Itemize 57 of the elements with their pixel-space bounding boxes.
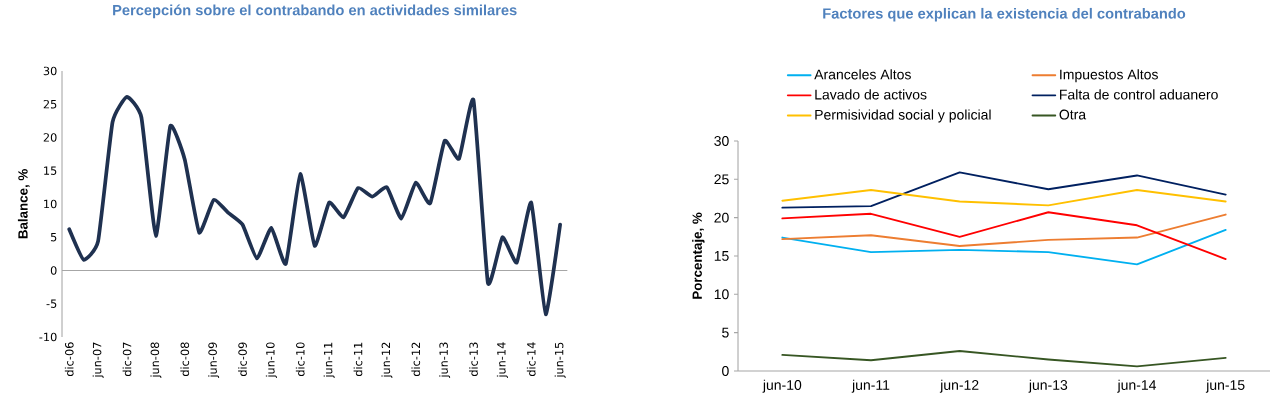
- x-tick-label: jun-11: [323, 342, 335, 378]
- line-series: [67, 95, 562, 317]
- y-tick-label: 15: [714, 251, 729, 261]
- legend-label: Permisividad social y policial: [815, 109, 991, 123]
- x-tick-label: dic-14: [526, 342, 536, 377]
- x-tick-label: jun-15: [1205, 379, 1245, 393]
- x-tick-label: jun-15: [554, 342, 566, 378]
- y-tick-label: 15: [44, 166, 57, 175]
- legend-label: Lavado de activos: [815, 89, 927, 100]
- line-series: [781, 350, 1227, 368]
- x-tick-label: jun-14: [1117, 379, 1157, 393]
- chart-title: Percepción sobre el contrabando en actividades similares: [113, 4, 517, 19]
- x-tick-label: jun-13: [439, 342, 451, 378]
- y-tick-label: 0: [722, 366, 729, 376]
- x-tick-label: jun-07: [92, 342, 104, 378]
- y-tick-label: 30: [43, 66, 57, 76]
- y-tick-label: 5: [50, 233, 57, 242]
- y-tick-label: 25: [714, 174, 729, 185]
- x-tick-label: jun-09: [208, 342, 220, 378]
- x-tick-label: dic-11: [353, 342, 363, 377]
- y-tick-label: -10: [39, 332, 57, 342]
- x-tick-label: dic-08: [180, 342, 190, 377]
- x-tick-label: jun-13: [1028, 379, 1068, 393]
- y-tick-label: 10: [714, 289, 729, 300]
- legend-label: Impuestos Altos: [1060, 69, 1158, 83]
- y-tick-label: 20: [43, 133, 57, 142]
- y-tick-label: 10: [44, 199, 57, 209]
- x-tick-label: jun-10: [265, 342, 277, 378]
- line-series: [781, 228, 1227, 266]
- y-tick-label: 25: [43, 99, 57, 109]
- y-tick-label: 0: [50, 266, 57, 275]
- y-axis-title: Balance, %: [17, 169, 30, 239]
- line-series: [781, 171, 1227, 209]
- x-tick-label: dic-09: [238, 342, 247, 377]
- x-tick-label: dic-07: [122, 342, 132, 377]
- x-tick-label: dic-13: [469, 342, 478, 377]
- legend-label: Aranceles Altos: [814, 69, 911, 80]
- x-tick-label: jun-12: [939, 379, 979, 393]
- x-tick-label: dic-06: [64, 342, 74, 377]
- legend-label: Otra: [1059, 109, 1087, 120]
- y-axis-title: Porcentaje, %: [692, 212, 705, 299]
- y-tick-label: 5: [722, 327, 729, 338]
- y-tick-label: 20: [714, 212, 729, 223]
- x-tick-label: jun-11: [851, 379, 890, 393]
- x-tick-label: jun-14: [496, 342, 508, 378]
- x-tick-label: jun-08: [150, 342, 162, 378]
- y-tick-label: 30: [714, 136, 729, 146]
- line-series: [781, 189, 1227, 207]
- chart-title: Factores que explican la existencia del contrabando: [823, 7, 1186, 22]
- x-tick-label: dic-12: [411, 342, 421, 377]
- x-tick-label: jun-10: [762, 379, 802, 393]
- line-series: [781, 213, 1227, 247]
- x-tick-label: dic-10: [295, 342, 305, 377]
- y-tick-label: -5: [46, 299, 57, 308]
- legend-label: Falta de control aduanero: [1060, 89, 1218, 100]
- line-series: [781, 211, 1227, 260]
- x-tick-label: jun-12: [381, 342, 393, 378]
